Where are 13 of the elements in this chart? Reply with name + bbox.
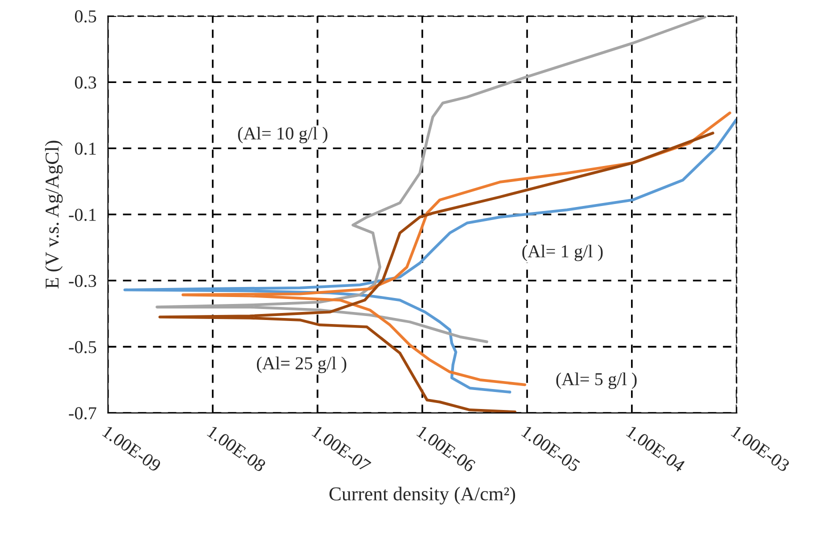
y-tick-label: -0.1	[68, 208, 96, 221]
annotation: (Al= 1 g/l )	[522, 244, 603, 262]
y-tick-label: 0.3	[74, 76, 96, 89]
y-tick-label: -0.7	[68, 407, 96, 420]
y-tick-label: 0.5	[74, 10, 96, 23]
y-tick-label: -0.3	[68, 274, 96, 288]
y-tick-label: 0.1	[74, 142, 96, 155]
annotation: (Al= 25 g/l )	[256, 356, 346, 374]
annotation: (Al= 5 g/l )	[556, 372, 637, 389]
y-axis-title: E (V v.s. Ag/AgCl)	[45, 140, 63, 288]
x-axis-title: Current density (A/cm²)	[329, 486, 516, 504]
annotation: (Al= 10 g/l )	[238, 126, 328, 144]
y-tick-label: -0.5	[68, 341, 96, 354]
